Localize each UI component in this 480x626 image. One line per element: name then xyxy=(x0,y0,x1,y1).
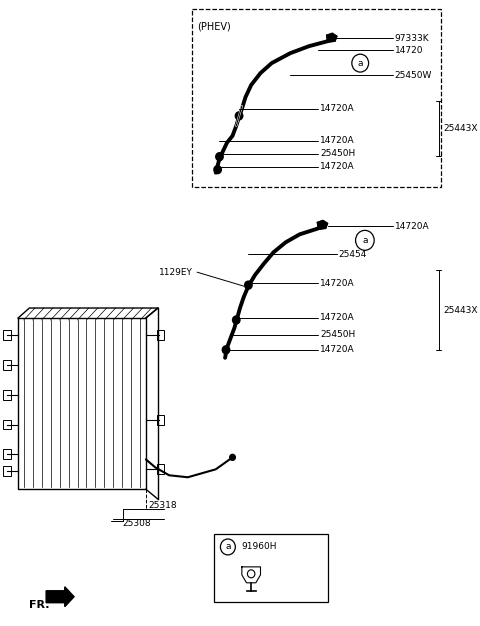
Circle shape xyxy=(222,346,230,354)
Text: 91960H: 91960H xyxy=(242,543,277,552)
Bar xyxy=(157,330,165,340)
Text: 25450W: 25450W xyxy=(395,71,432,80)
Text: 14720A: 14720A xyxy=(320,136,355,145)
Text: 25318: 25318 xyxy=(149,501,177,510)
Bar xyxy=(157,414,165,424)
Bar xyxy=(214,534,327,602)
Text: 1129EY: 1129EY xyxy=(158,268,192,277)
Text: 97333K: 97333K xyxy=(395,34,429,43)
Circle shape xyxy=(214,166,221,173)
Text: 14720A: 14720A xyxy=(320,314,355,322)
Circle shape xyxy=(245,281,252,289)
Text: 14720A: 14720A xyxy=(320,105,355,113)
Text: 14720: 14720 xyxy=(395,46,423,54)
Polygon shape xyxy=(327,33,337,42)
Text: 14720A: 14720A xyxy=(395,222,429,231)
Polygon shape xyxy=(317,220,327,229)
Text: (PHEV): (PHEV) xyxy=(197,21,231,31)
Text: a: a xyxy=(362,236,368,245)
Circle shape xyxy=(232,316,240,324)
Text: a: a xyxy=(358,59,363,68)
Text: 25450H: 25450H xyxy=(320,331,355,339)
Bar xyxy=(3,449,11,459)
Bar xyxy=(3,360,11,370)
Text: a: a xyxy=(225,543,230,552)
Text: 14720A: 14720A xyxy=(320,346,355,354)
Bar xyxy=(3,466,11,476)
Bar xyxy=(3,389,11,399)
Polygon shape xyxy=(46,587,74,607)
Text: 25443X: 25443X xyxy=(443,125,478,133)
Circle shape xyxy=(230,454,235,460)
Bar xyxy=(3,330,11,340)
Bar xyxy=(3,419,11,429)
Text: 25450H: 25450H xyxy=(320,149,355,158)
Circle shape xyxy=(216,153,223,161)
Circle shape xyxy=(235,112,243,120)
Text: 14720A: 14720A xyxy=(320,162,355,171)
Text: 25454: 25454 xyxy=(339,250,367,259)
Bar xyxy=(157,464,165,475)
Text: 14720A: 14720A xyxy=(320,279,355,287)
Text: 25443X: 25443X xyxy=(443,305,478,314)
Bar xyxy=(192,9,441,187)
Text: FR.: FR. xyxy=(29,600,50,610)
Text: 25308: 25308 xyxy=(122,518,151,528)
